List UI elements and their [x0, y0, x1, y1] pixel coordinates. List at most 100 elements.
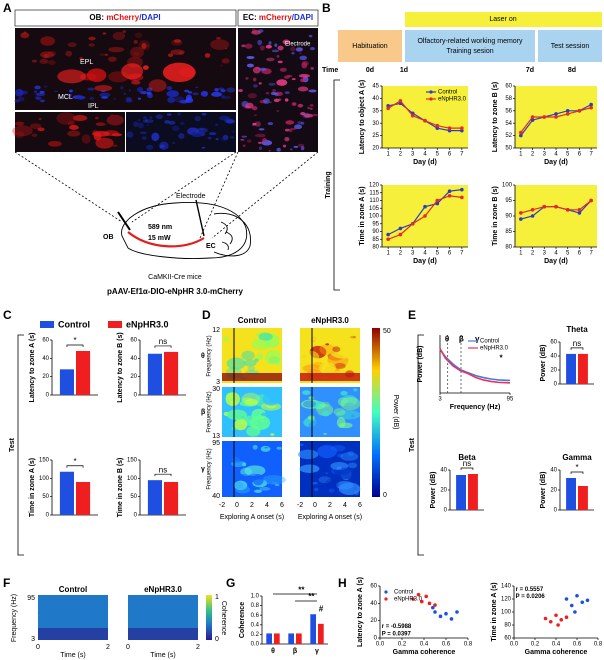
texture	[265, 350, 282, 366]
bar	[59, 369, 74, 395]
tick-label: 2	[328, 502, 332, 509]
time-label: Time	[322, 67, 338, 74]
texture	[31, 59, 37, 63]
legend-marker	[108, 321, 122, 328]
texture	[349, 335, 357, 339]
texture	[177, 112, 181, 116]
legend-marker	[384, 590, 388, 594]
texture	[137, 122, 144, 129]
sig-label: ns	[573, 339, 581, 348]
texture	[297, 143, 305, 147]
colorbar	[206, 595, 212, 640]
tick-label: 0	[126, 644, 130, 651]
point	[573, 610, 577, 614]
texture	[225, 392, 241, 407]
y-tick-label: 100	[127, 476, 138, 482]
image-label: Electrode	[285, 42, 311, 48]
sig-label: *	[73, 336, 76, 345]
texture	[308, 89, 313, 92]
image-title: EC: mCherry/DAPI	[243, 13, 313, 22]
phase-box	[338, 30, 402, 62]
texture	[252, 473, 264, 486]
y-axis-label: Time in zone A (s)	[491, 582, 498, 641]
texture	[300, 78, 306, 83]
texture	[241, 350, 255, 361]
y-tick-label: 60	[130, 338, 137, 344]
texture	[252, 444, 258, 450]
texture	[246, 63, 254, 68]
texture	[246, 139, 252, 143]
x-tick-label: 1	[386, 251, 390, 257]
chart-title: Beta	[458, 453, 476, 462]
column-title: Control	[59, 585, 87, 594]
texture	[252, 122, 257, 126]
x-tick-label: 4	[423, 251, 427, 257]
band-label: θ	[201, 353, 205, 360]
point	[530, 115, 535, 119]
texture	[332, 346, 341, 353]
y-tick-label: 20	[372, 146, 379, 152]
texture	[146, 44, 149, 47]
texture	[299, 464, 320, 474]
annotation: γ	[475, 335, 480, 344]
point	[530, 208, 535, 212]
y-tick-label: 100	[369, 214, 380, 220]
y-tick-label: 105	[369, 206, 380, 212]
annotation: r = -0.5988	[382, 624, 412, 630]
axis-label: Time (s)	[60, 652, 85, 659]
texture	[351, 414, 355, 418]
point	[554, 115, 558, 119]
texture	[300, 89, 303, 92]
bar	[318, 623, 324, 644]
texture	[18, 96, 25, 102]
legend-label: Control	[438, 90, 457, 96]
texture	[221, 94, 225, 99]
texture	[167, 53, 174, 58]
point	[460, 128, 464, 133]
texture	[194, 116, 201, 122]
texture	[170, 49, 185, 55]
point	[556, 623, 560, 627]
texture	[328, 332, 338, 338]
texture	[144, 119, 149, 123]
texture	[108, 56, 117, 62]
texture	[220, 89, 226, 93]
texture	[31, 133, 38, 138]
x-tick-label: 2	[531, 251, 535, 257]
texture	[344, 402, 354, 407]
texture	[14, 88, 24, 97]
y-tick-label: 0	[444, 508, 448, 514]
texture	[279, 67, 287, 72]
y-tick-label: 60	[505, 84, 512, 90]
tick-label: 4	[265, 502, 269, 509]
phase-box	[538, 30, 602, 62]
texture	[268, 82, 276, 86]
y-tick-label: 0.8	[251, 603, 260, 609]
point	[386, 106, 390, 111]
texture	[312, 113, 318, 117]
point	[435, 201, 440, 206]
texture	[275, 362, 281, 366]
texture	[310, 67, 315, 70]
line-series	[439, 348, 511, 384]
axis-label: Frequency (Hz)	[11, 594, 18, 642]
texture	[240, 416, 245, 418]
side-label: Test	[9, 437, 16, 452]
axis-label: Exploring A onset (s)	[220, 514, 284, 521]
y-tick-label: 115	[369, 190, 379, 196]
texture	[204, 53, 211, 58]
texture	[137, 97, 142, 100]
texture	[108, 46, 125, 53]
x-axis-label: Frequency (Hz)	[450, 404, 501, 411]
point	[386, 104, 390, 108]
texture	[201, 112, 207, 116]
day-label: 0d	[366, 67, 374, 74]
y-tick-label: 40	[372, 96, 379, 102]
texture	[291, 102, 297, 106]
bar	[266, 633, 272, 644]
point	[519, 133, 523, 138]
heatmap-band	[38, 628, 108, 640]
texture	[216, 37, 221, 40]
y-tick-label: 0	[134, 393, 138, 399]
